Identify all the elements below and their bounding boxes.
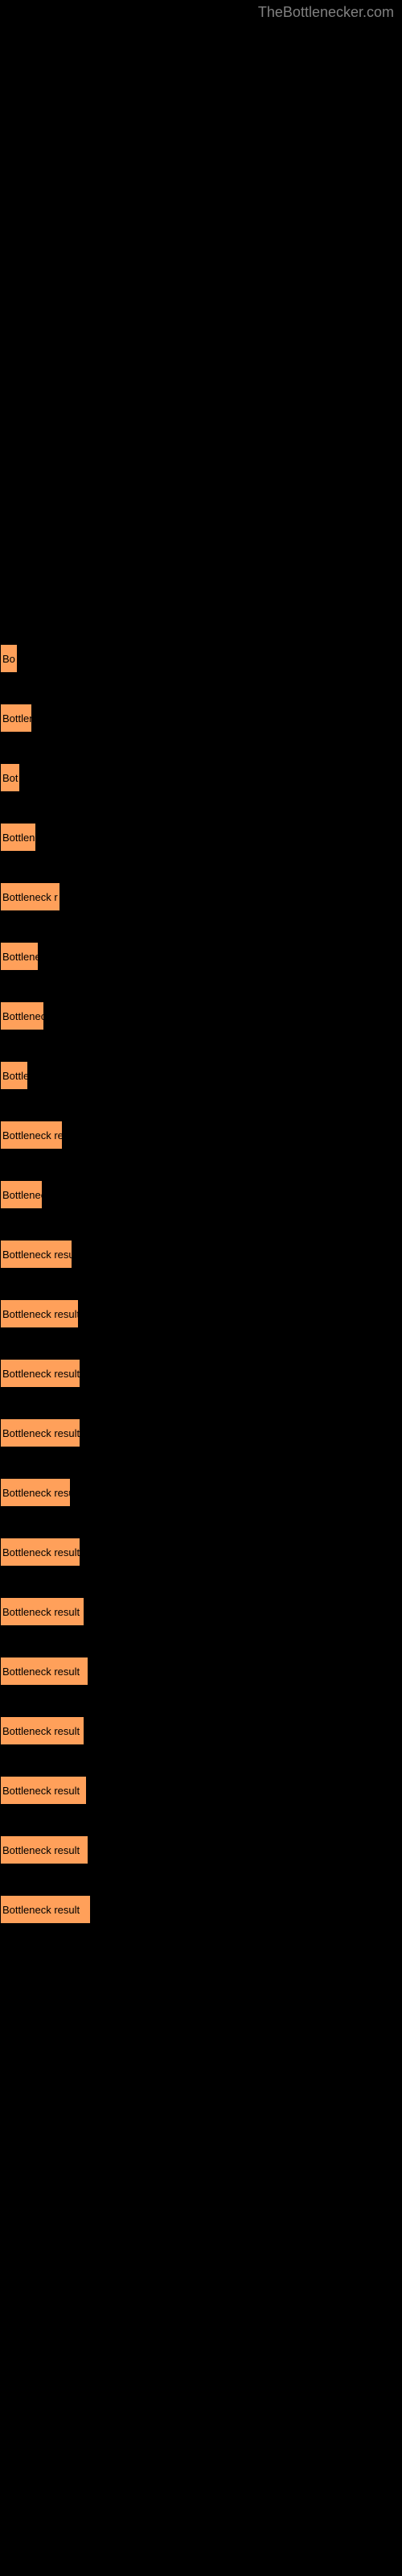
bar-row: Bottleneck r [0, 882, 402, 911]
bar: Bottleneck result [0, 1835, 88, 1864]
bar-row: Bottlen [0, 704, 402, 733]
bar: Bottlene [0, 942, 39, 971]
bar: Bottleneck result [0, 1359, 80, 1388]
bar: Bottleneck result [0, 1597, 84, 1626]
bar-label: Bottle [2, 1070, 27, 1082]
bar: Bottleneck resul [0, 1240, 72, 1269]
bar-row: Bottleneck result [0, 1895, 402, 1924]
bar-label: Bo [2, 653, 15, 665]
bar-chart: Bo Bottlen Bot Bottlene Bottleneck r Bottlene… [0, 0, 402, 1924]
bar-label: Bottleneck resul [2, 1249, 72, 1261]
bar-row: Bottleneck result [0, 1299, 402, 1328]
bar-label: Bottleneck result [2, 1427, 80, 1439]
bar-row: Bo [0, 644, 402, 673]
bar-row: Bottleneck result [0, 1538, 402, 1567]
bar: Bottleneck [0, 1001, 44, 1030]
bar-label: Bottleneck result [2, 1785, 80, 1797]
bar: Bottleneck resu [0, 1478, 71, 1507]
bar-row: Bottleneck resul [0, 1240, 402, 1269]
bar-label: Bottlene [2, 832, 35, 844]
bar: Bottlenec [0, 1180, 43, 1209]
bar-row: Bottleneck result [0, 1657, 402, 1686]
bar-label: Bottleneck resu [2, 1487, 70, 1499]
bar-label: Bottleneck [2, 1010, 43, 1022]
bar-label: Bottlene [2, 951, 38, 963]
bar-row: Bottlene [0, 823, 402, 852]
bar: Bottleneck result [0, 1538, 80, 1567]
bar-row: Bottlene [0, 942, 402, 971]
bar: Bottleneck re [0, 1121, 63, 1150]
bar: Bot [0, 763, 20, 792]
bar-label: Bottleneck result [2, 1844, 80, 1856]
bar-label: Bottleneck result [2, 1368, 80, 1380]
bar-label: Bottlenec [2, 1189, 42, 1201]
bar: Bottleneck result [0, 1716, 84, 1745]
bar: Bottleneck result [0, 1418, 80, 1447]
bar-label: Bottleneck result [2, 1546, 80, 1558]
bar-label: Bottleneck r [2, 891, 58, 903]
bar: Bottlene [0, 823, 36, 852]
bar: Bottleneck result [0, 1299, 79, 1328]
bar: Bottleneck result [0, 1895, 91, 1924]
bar-row: Bottlenec [0, 1180, 402, 1209]
bar-label: Bottlen [2, 712, 31, 724]
bar-row: Bottleneck result [0, 1716, 402, 1745]
bar-label: Bottleneck result [2, 1904, 80, 1916]
watermark: TheBottlenecker.com [258, 4, 394, 21]
bar-row: Bot [0, 763, 402, 792]
bar: Bottleneck result [0, 1657, 88, 1686]
bar-row: Bottleneck result [0, 1597, 402, 1626]
bar: Bottleneck result [0, 1776, 87, 1805]
bar: Bo [0, 644, 18, 673]
bar-row: Bottleneck result [0, 1776, 402, 1805]
bar-row: Bottle [0, 1061, 402, 1090]
bar-row: Bottleneck [0, 1001, 402, 1030]
bar-label: Bottleneck re [2, 1129, 62, 1141]
bar-row: Bottleneck result [0, 1835, 402, 1864]
bar-label: Bottleneck result [2, 1606, 80, 1618]
bar-row: Bottleneck resu [0, 1478, 402, 1507]
bar: Bottle [0, 1061, 28, 1090]
bar-label: Bot [2, 772, 18, 784]
bar-label: Bottleneck result [2, 1308, 78, 1320]
bar: Bottlen [0, 704, 32, 733]
bar: Bottleneck r [0, 882, 60, 911]
bar-label: Bottleneck result [2, 1725, 80, 1737]
bar-label: Bottleneck result [2, 1666, 80, 1678]
bar-row: Bottleneck result [0, 1418, 402, 1447]
bar-row: Bottleneck re [0, 1121, 402, 1150]
bar-row: Bottleneck result [0, 1359, 402, 1388]
